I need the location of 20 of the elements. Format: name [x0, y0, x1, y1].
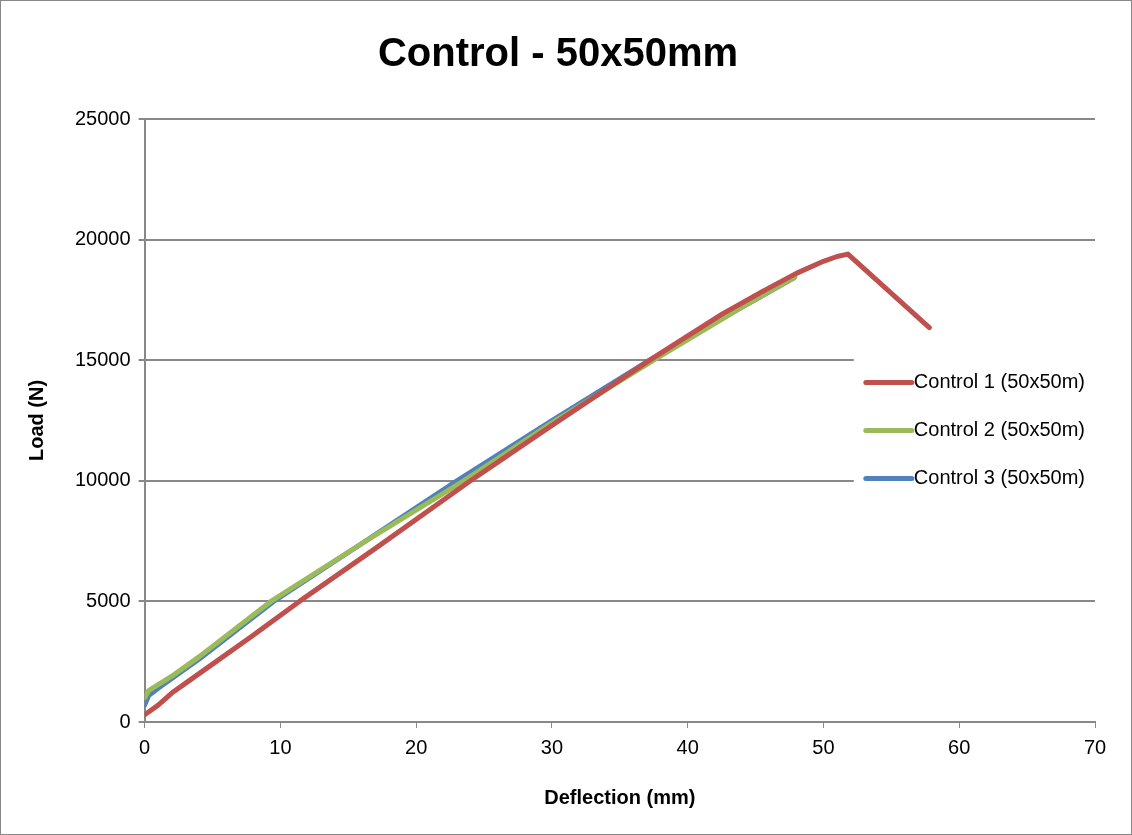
- y-tick-label: 20000: [74, 227, 131, 250]
- x-tick-label: 0: [139, 735, 151, 758]
- y-tick-label: 25000: [74, 106, 131, 129]
- y-tick-label: 0: [119, 709, 131, 732]
- y-axis-title: Load (N): [24, 379, 47, 462]
- legend-label: Control 2 (50x50m): [913, 418, 1086, 441]
- x-tick-label: 20: [405, 735, 428, 758]
- chart-title: Control - 50x50mm: [377, 30, 739, 75]
- x-tick-label: 10: [269, 735, 292, 758]
- legend-label: Control 1 (50x50m): [913, 370, 1086, 393]
- x-tick-label: 70: [1083, 735, 1107, 758]
- x-tick-label: 40: [676, 735, 699, 758]
- legend-label: Control 3 (50x50m): [913, 466, 1086, 489]
- x-tick-label: 30: [540, 735, 564, 758]
- x-axis-title: Deflection (mm): [544, 785, 696, 808]
- y-tick-label: 5000: [86, 588, 131, 611]
- y-tick-label: 10000: [74, 468, 131, 491]
- x-tick-label: 60: [948, 735, 971, 758]
- y-tick-label: 15000: [74, 347, 131, 370]
- x-tick-label: 50: [812, 735, 835, 758]
